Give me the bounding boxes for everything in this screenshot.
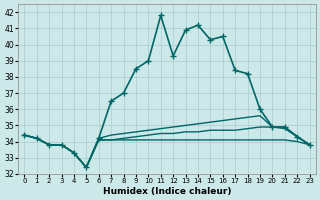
X-axis label: Humidex (Indice chaleur): Humidex (Indice chaleur) <box>103 187 231 196</box>
